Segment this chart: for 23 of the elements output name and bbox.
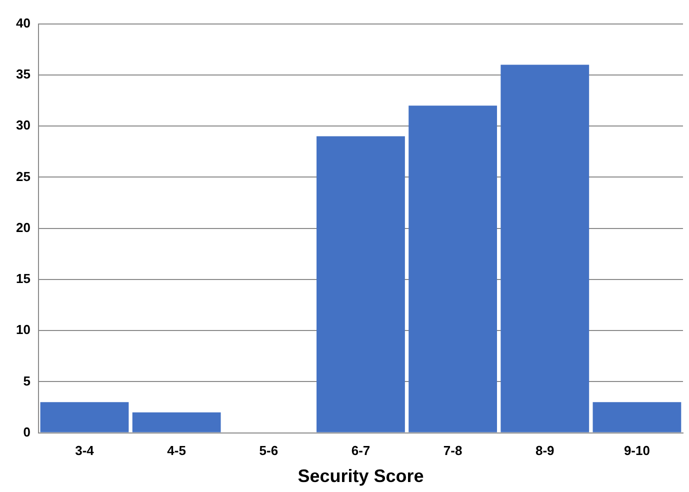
y-tick-label: 15	[16, 271, 30, 286]
x-axis-title: Security Score	[298, 466, 424, 486]
y-tick-label: 0	[23, 424, 30, 440]
x-tick-label: 8-9	[535, 443, 554, 458]
y-tick-label: 25	[16, 168, 30, 184]
bar	[408, 106, 498, 432]
bar	[40, 402, 129, 432]
x-tick-label: 4-5	[167, 443, 186, 458]
y-tick-label: 30	[16, 118, 30, 133]
y-tick-label: 10	[16, 322, 30, 338]
x-tick-label: 7-8	[443, 443, 462, 458]
bar	[592, 402, 682, 432]
x-tick-label: 9-10	[624, 443, 650, 458]
x-tick-label: 3-4	[75, 443, 95, 458]
bar	[500, 64, 590, 432]
bar	[132, 412, 221, 432]
bar	[316, 136, 405, 432]
x-tick-label: 5-6	[259, 443, 278, 458]
y-tick-label: 5	[23, 373, 30, 388]
y-tick-label: 40	[16, 15, 30, 30]
y-tick-label: 35	[16, 66, 30, 82]
x-tick-label: 6-7	[351, 443, 370, 458]
y-tick-label: 20	[16, 220, 30, 235]
